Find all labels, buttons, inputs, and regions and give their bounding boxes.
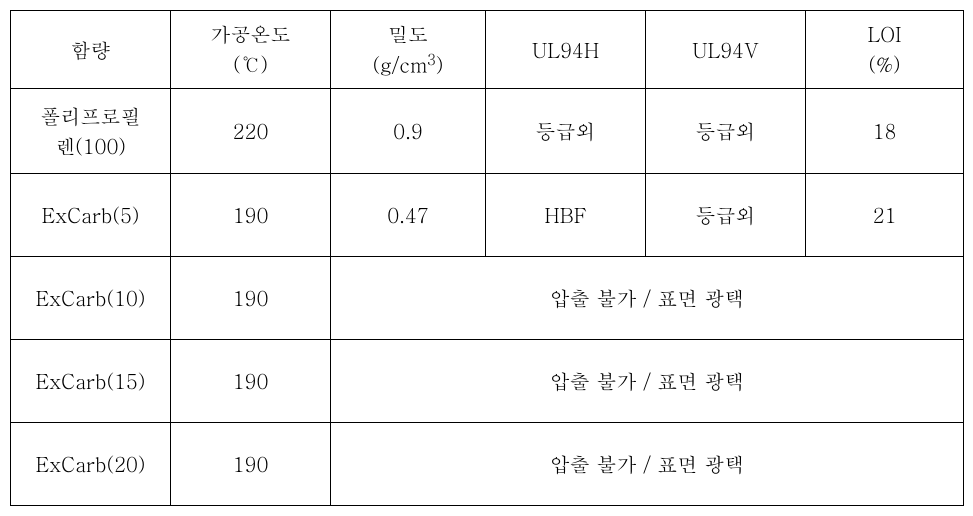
cell-name: 폴리프로필 렌(100) [11, 88, 171, 173]
cell-temp: 190 [171, 339, 331, 422]
cell-name: ExCarb(15) [11, 339, 171, 422]
cell-value: 190 [233, 283, 269, 312]
cell-value: 등급외 [696, 200, 756, 229]
header-label: UL94V [692, 35, 759, 64]
cell-density: 0.47 [331, 173, 486, 256]
header-label: 밀도 [388, 19, 428, 48]
cell-value: 220 [233, 116, 269, 145]
cell-name: ExCarb(5) [11, 173, 171, 256]
table-row: ExCarb(5) 190 0.47 HBF 등급외 21 [11, 173, 964, 256]
cell-merged-note: 압출 불가 / 표면 광택 [331, 422, 964, 505]
header-unit: (%) [868, 49, 900, 78]
header-label: 가공온도 [211, 19, 291, 48]
cell-value: 0.9 [393, 116, 423, 145]
cell-value: 0.47 [387, 200, 429, 229]
cell-temp: 190 [171, 422, 331, 505]
header-unit: (℃) [233, 49, 268, 78]
header-label: UL94H [532, 35, 599, 64]
table-row: ExCarb(20) 190 압출 불가 / 표면 광택 [11, 422, 964, 505]
table-row: ExCarb(15) 190 압출 불가 / 표면 광택 [11, 339, 964, 422]
cell-value: ExCarb(20) [36, 449, 146, 478]
cell-merged-note: 압출 불가 / 표면 광택 [331, 339, 964, 422]
cell-value: 190 [233, 449, 269, 478]
cell-value: 등급외 [536, 116, 596, 145]
header-content: 함량 [11, 11, 171, 89]
cell-temp: 190 [171, 256, 331, 339]
table-row: 폴리프로필 렌(100) 220 0.9 등급외 등급외 18 [11, 88, 964, 173]
cell-density: 0.9 [331, 88, 486, 173]
cell-name: ExCarb(20) [11, 422, 171, 505]
cell-value: 190 [233, 366, 269, 395]
header-unit-pre: (g/cm [373, 50, 427, 79]
header-label: LOI [867, 19, 901, 48]
cell-value: 압출 불가 / 표면 광택 [550, 283, 744, 312]
cell-temp: 190 [171, 173, 331, 256]
header-loi: LOI (%) [806, 11, 964, 89]
cell-ul94v: 등급외 [646, 173, 806, 256]
cell-temp: 220 [171, 88, 331, 173]
cell-value: HBF [544, 200, 586, 229]
cell-value: 등급외 [696, 116, 756, 145]
table-row: ExCarb(10) 190 압출 불가 / 표면 광택 [11, 256, 964, 339]
cell-value: 190 [233, 200, 269, 229]
cell-loi: 18 [806, 88, 964, 173]
cell-value: ExCarb(10) [36, 283, 146, 312]
cell-value: ExCarb(15) [36, 366, 146, 395]
cell-ul94h: 등급외 [486, 88, 646, 173]
header-unit-post: ) [436, 50, 444, 79]
cell-value: 압출 불가 / 표면 광택 [550, 449, 744, 478]
header-label: 함량 [71, 35, 111, 64]
table-header-row: 함량 가공온도 (℃) 밀도 (g/cm3) UL94H UL94V LOI (… [11, 11, 964, 89]
cell-value: ExCarb(5) [42, 200, 140, 229]
cell-merged-note: 압출 불가 / 표면 광택 [331, 256, 964, 339]
cell-ul94v: 등급외 [646, 88, 806, 173]
cell-value: 압출 불가 / 표면 광택 [550, 366, 744, 395]
cell-value: 21 [873, 200, 897, 229]
cell-value: 18 [873, 116, 897, 145]
cell-value: 폴리프로필 [41, 101, 141, 130]
cell-name: ExCarb(10) [11, 256, 171, 339]
header-temperature: 가공온도 (℃) [171, 11, 331, 89]
header-ul94h: UL94H [486, 11, 646, 89]
header-unit-sup: 3 [427, 49, 436, 70]
header-density: 밀도 (g/cm3) [331, 11, 486, 89]
cell-ul94h: HBF [486, 173, 646, 256]
properties-table: 함량 가공온도 (℃) 밀도 (g/cm3) UL94H UL94V LOI (… [10, 10, 964, 506]
header-ul94v: UL94V [646, 11, 806, 89]
cell-loi: 21 [806, 173, 964, 256]
cell-value: 렌(100) [55, 131, 126, 160]
